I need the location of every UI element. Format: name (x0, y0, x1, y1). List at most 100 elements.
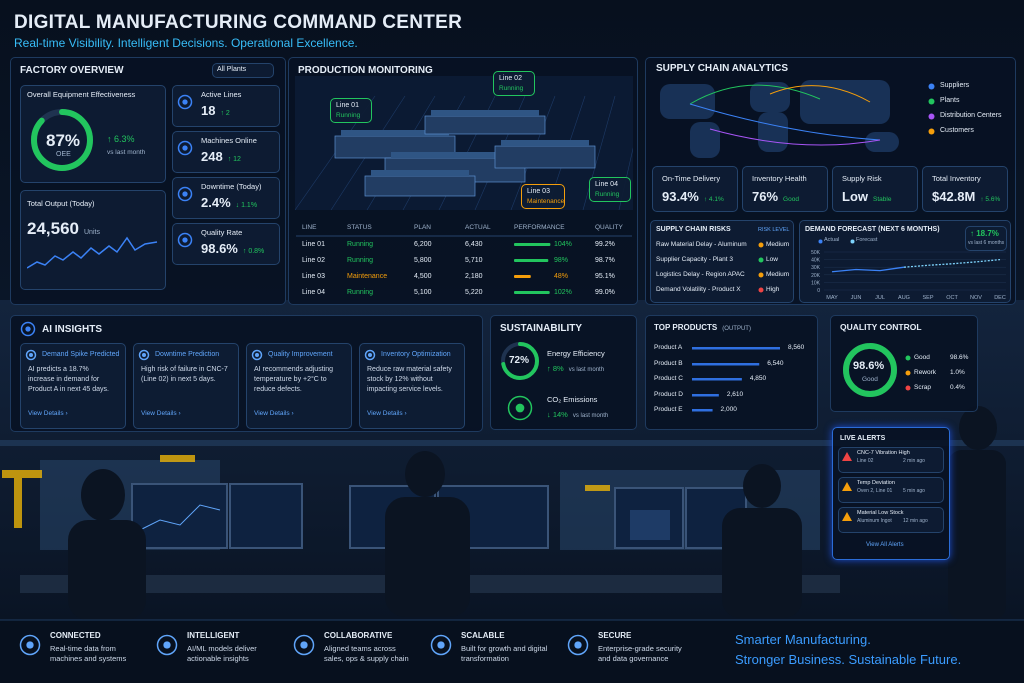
legend-label: Customers (940, 127, 974, 134)
product-name: Product C (654, 375, 683, 382)
kpi-value: 76% (752, 189, 779, 204)
feature-text: Aligned teams across sales, ops & supply… (324, 644, 409, 663)
bar (692, 378, 742, 381)
risk-dot (758, 272, 764, 278)
line-callout (493, 71, 535, 96)
legend-dot (928, 128, 935, 135)
callout-line: Line 01 (336, 102, 359, 109)
table-header: LINE (302, 224, 317, 231)
kpi-change: ↓ 1.1% (235, 202, 258, 209)
page-title: DIGITAL MANUFACTURING COMMAND CENTER (14, 12, 463, 33)
callout-status: Running (595, 191, 620, 198)
cell-status: Maintenance (347, 273, 388, 280)
compare: vs last 6 months (968, 240, 1005, 246)
kpi-title: Total Inventory (932, 174, 981, 183)
metric-title: Energy Efficiency (547, 349, 605, 358)
change: ↑ 18.7% (970, 229, 999, 238)
performance-bar (514, 243, 551, 246)
gauge-caption: Good (862, 376, 878, 383)
icon (177, 186, 193, 202)
insight-link[interactable]: View Details › (141, 410, 181, 417)
y-tick-label: 30K (811, 265, 821, 271)
alert-icon (842, 512, 852, 521)
line-callout (521, 184, 565, 209)
kpi-value-row: 2.4% ↓ 1.1% (201, 195, 257, 210)
tagline: Smarter Manufacturing. (735, 632, 871, 647)
top-products-panel (645, 315, 818, 430)
insight-link[interactable]: View Details › (254, 410, 294, 417)
icon (177, 232, 193, 248)
supply-kpi-card (922, 166, 1008, 212)
icon-ring (293, 634, 315, 656)
kpi-change: ↑ 4.1% (703, 196, 724, 203)
kpi-value: 98.6% (201, 241, 238, 256)
alerts-link[interactable]: View All Alerts (866, 542, 904, 548)
icon-dot (25, 326, 31, 332)
factory-3d-view (295, 76, 633, 210)
panel-title: TOP PRODUCTS (654, 323, 718, 332)
panel-title: SUSTAINABILITY (500, 323, 583, 334)
kpi-title: Inventory Health (752, 174, 807, 183)
icon (430, 634, 452, 656)
bar (692, 362, 760, 365)
icon-dot (255, 353, 259, 357)
risk-level: High (766, 286, 780, 293)
icon-ring (20, 321, 36, 337)
change: ↑ 8% (547, 364, 564, 373)
feature-title: SCALABLE (461, 631, 505, 640)
x-tick-label: JUL (875, 295, 885, 301)
icon (20, 321, 36, 337)
icon-ring (156, 634, 178, 656)
metric-unit: Units (84, 229, 100, 236)
insight-card (133, 343, 239, 429)
x-tick-label: DEC (994, 295, 1006, 301)
legend-label: Good (914, 354, 930, 361)
energy-change: ↑ 8% vs last month (547, 364, 604, 373)
risk-name: Demand Volatility - Product X (656, 286, 741, 293)
bar (692, 347, 780, 350)
total-output-card (20, 190, 166, 290)
legend-value: 1.0% (950, 369, 965, 376)
legend-value: 0.4% (950, 384, 965, 391)
cell-quality: 99.0% (595, 289, 615, 296)
icon-dot (515, 403, 525, 413)
output-sparkline (27, 236, 158, 269)
supply-kpi-card (742, 166, 828, 212)
table-header: ACTUAL (465, 224, 491, 231)
callout-status: Running (336, 112, 361, 119)
panel-subtitle: (OUTPUT) (722, 326, 751, 332)
kpi-value: 2.4% (201, 195, 231, 210)
x-tick-label: SEP (922, 295, 933, 301)
callout-line: Line 04 (595, 181, 618, 188)
kpi-value-row: 98.6% ↑ 0.8% (201, 241, 264, 256)
icon (19, 634, 41, 656)
legend-label: Scrap (914, 384, 931, 391)
gauge-arc (843, 343, 897, 397)
legend-value: 98.6% (950, 354, 969, 361)
dot (905, 385, 911, 391)
legend-dot (850, 239, 855, 244)
risk-dot (758, 242, 764, 248)
y-tick-label: 0 (817, 288, 820, 294)
icon-dot (574, 641, 582, 649)
insight-link[interactable]: View Details › (28, 410, 68, 417)
product-value: 2,000 (720, 406, 737, 413)
metric-value: 24,560 (27, 219, 79, 238)
kpi-value-row: 93.4% ↑ 4.1% (662, 189, 724, 204)
insight-link[interactable]: View Details › (367, 410, 407, 417)
alert-card (838, 477, 944, 503)
plant-filter[interactable] (212, 63, 274, 78)
plant-filter-label[interactable]: All Plants (217, 66, 247, 73)
product-bar (692, 409, 713, 412)
x-tick-label: AUG (898, 295, 910, 301)
table-header: PERFORMANCE (514, 224, 565, 231)
bar (692, 409, 713, 412)
quality-control-panel (830, 315, 978, 412)
icon-ring (25, 349, 37, 361)
feature-title: COLLABORATIVE (324, 631, 393, 640)
cell-actual: 5,710 (465, 257, 483, 264)
icon (251, 349, 263, 361)
bar (514, 259, 549, 262)
icon-ring (177, 140, 193, 156)
